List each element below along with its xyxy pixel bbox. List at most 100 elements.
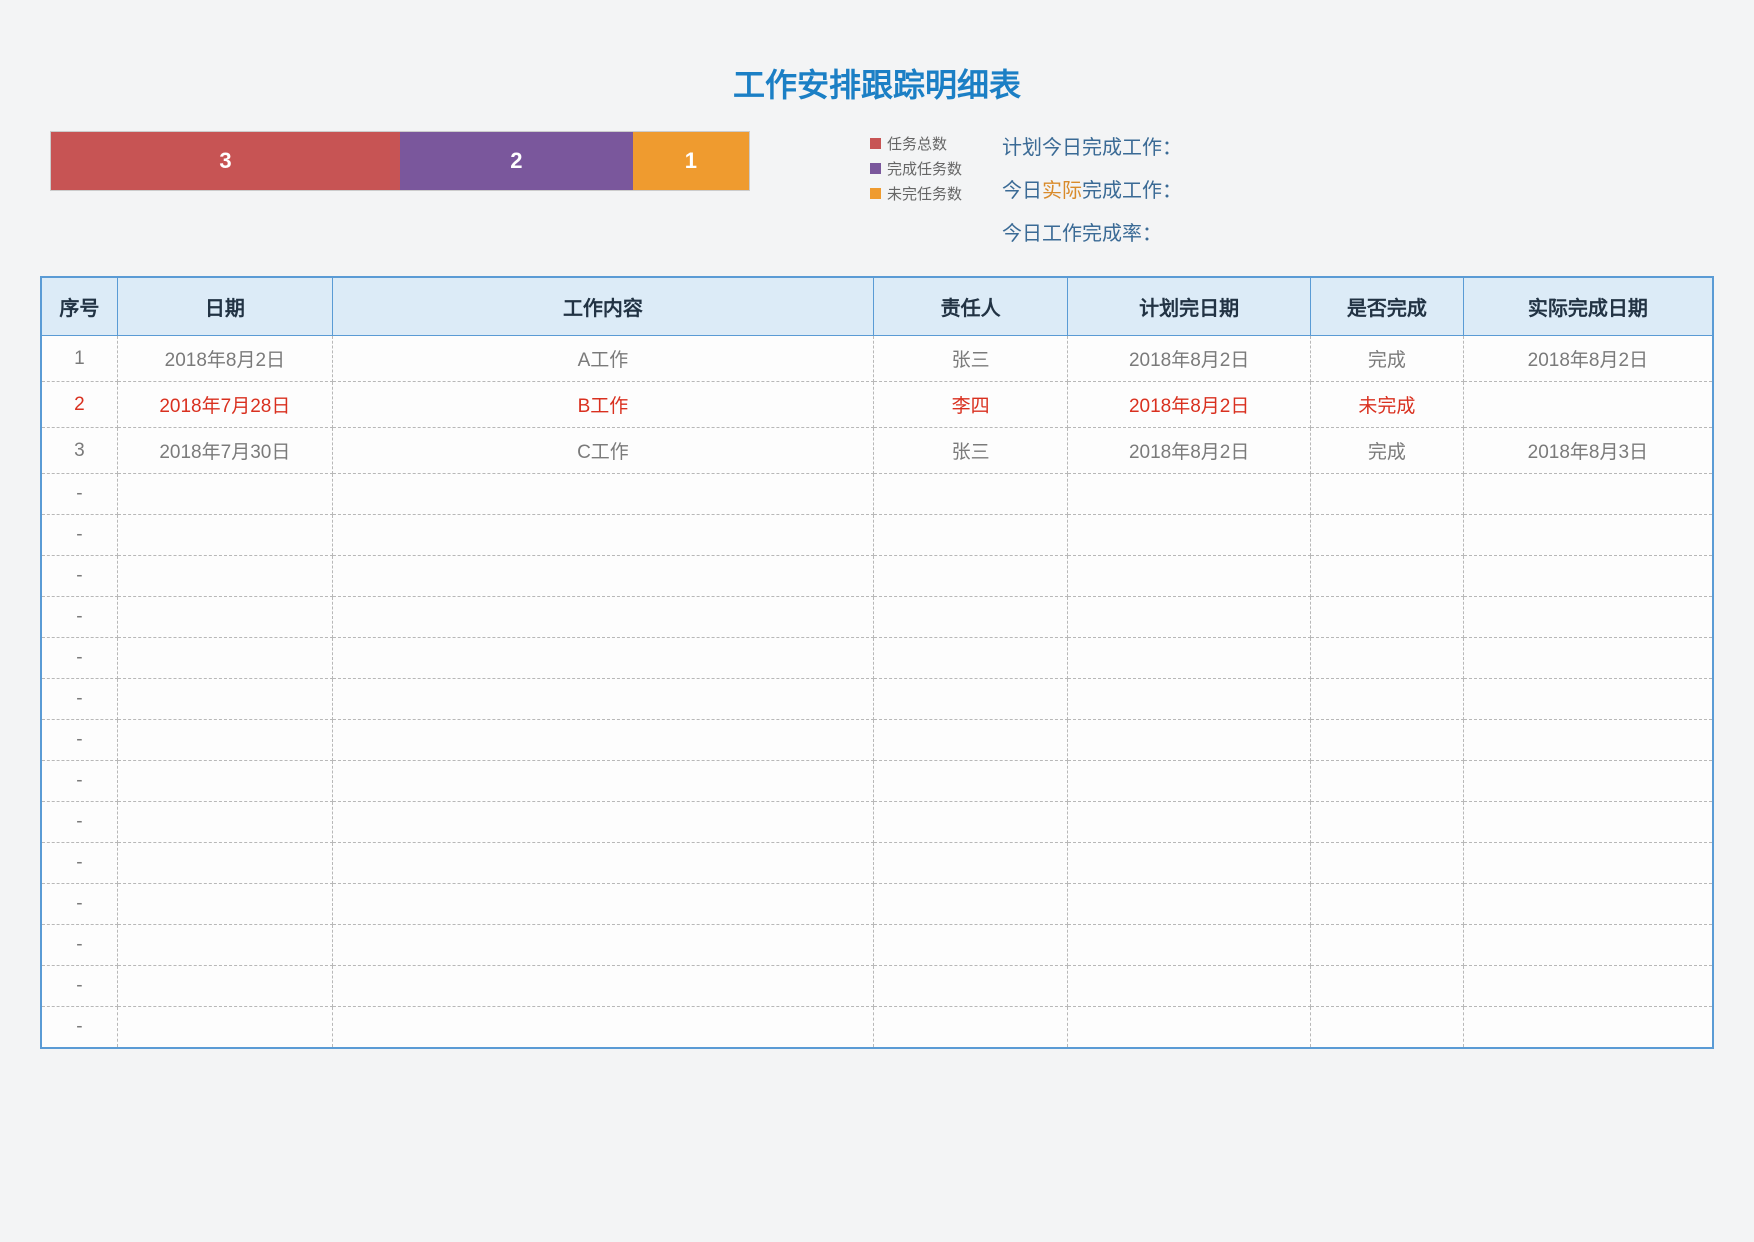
- table-cell: [117, 925, 332, 966]
- table-cell: [1311, 597, 1464, 638]
- table-cell: -: [41, 1007, 117, 1049]
- table-header-cell: 计划完日期: [1068, 277, 1311, 336]
- table-cell: [1311, 1007, 1464, 1049]
- table-cell: [332, 638, 873, 679]
- table-cell: [1311, 761, 1464, 802]
- table-cell: [1311, 556, 1464, 597]
- table-row-empty: -: [41, 1007, 1713, 1049]
- table-cell: [332, 556, 873, 597]
- table-cell: [1463, 638, 1713, 679]
- table-header-cell: 日期: [117, 277, 332, 336]
- page-title: 工作安排跟踪明细表: [40, 60, 1714, 106]
- table-row-empty: -: [41, 966, 1713, 1007]
- table-cell: [1311, 515, 1464, 556]
- table-cell: [1311, 720, 1464, 761]
- table-cell: [332, 884, 873, 925]
- table-cell: [874, 638, 1068, 679]
- table-cell: 未完成: [1311, 382, 1464, 428]
- table-cell: [332, 843, 873, 884]
- table-cell: [332, 1007, 873, 1049]
- table-row: 12018年8月2日A工作张三2018年8月2日完成2018年8月2日: [41, 336, 1713, 382]
- bar-segment: 1: [633, 132, 749, 190]
- table-cell: [117, 474, 332, 515]
- table-cell: 完成: [1311, 336, 1464, 382]
- table-cell: [332, 515, 873, 556]
- table-cell: [1463, 515, 1713, 556]
- table-cell: -: [41, 597, 117, 638]
- table-row-empty: -: [41, 597, 1713, 638]
- table-cell: [1463, 966, 1713, 1007]
- task-table: 序号日期工作内容责任人计划完日期是否完成实际完成日期 12018年8月2日A工作…: [40, 276, 1714, 1049]
- table-cell: [117, 1007, 332, 1049]
- table-header-cell: 是否完成: [1311, 277, 1464, 336]
- table-cell: [332, 597, 873, 638]
- table-cell: [1311, 843, 1464, 884]
- table-row-empty: -: [41, 802, 1713, 843]
- table-cell: [874, 720, 1068, 761]
- table-cell: 张三: [874, 428, 1068, 474]
- table-cell: [117, 843, 332, 884]
- table-cell: [332, 679, 873, 720]
- table-cell: [117, 761, 332, 802]
- table-cell: [1463, 382, 1713, 428]
- table-cell: [874, 679, 1068, 720]
- table-cell: 完成: [1311, 428, 1464, 474]
- legend-label: 完成任务数: [887, 158, 962, 179]
- table-cell: [1068, 925, 1311, 966]
- table-row-empty: -: [41, 638, 1713, 679]
- table-cell: [874, 966, 1068, 1007]
- table-row-empty: -: [41, 925, 1713, 966]
- table-cell: [1068, 679, 1311, 720]
- table-cell: -: [41, 720, 117, 761]
- table-cell: 2018年8月2日: [117, 336, 332, 382]
- table-cell: [1311, 925, 1464, 966]
- table-header-cell: 实际完成日期: [1463, 277, 1713, 336]
- summary-planned: 计划今日完成工作：: [1002, 131, 1182, 160]
- table-cell: -: [41, 556, 117, 597]
- table-cell: 2018年7月30日: [117, 428, 332, 474]
- table-cell: [1068, 843, 1311, 884]
- table-cell: [1311, 802, 1464, 843]
- table-cell: [332, 802, 873, 843]
- table-cell: 2018年8月2日: [1068, 336, 1311, 382]
- table-cell: [874, 1007, 1068, 1049]
- table-cell: -: [41, 884, 117, 925]
- bar-segment: 3: [51, 132, 400, 190]
- table-cell: [1068, 474, 1311, 515]
- table-cell: -: [41, 802, 117, 843]
- table-row-empty: -: [41, 884, 1713, 925]
- table-cell: -: [41, 966, 117, 1007]
- legend-swatch: [870, 163, 881, 174]
- table-cell: [117, 679, 332, 720]
- table-cell: [874, 843, 1068, 884]
- legend-item: 任务总数: [870, 133, 962, 154]
- table-cell: -: [41, 843, 117, 884]
- table-cell: [117, 720, 332, 761]
- table-header-cell: 工作内容: [332, 277, 873, 336]
- table-cell: 1: [41, 336, 117, 382]
- legend-item: 未完任务数: [870, 183, 962, 204]
- table-cell: [874, 556, 1068, 597]
- legend-label: 未完任务数: [887, 183, 962, 204]
- table-cell: [332, 474, 873, 515]
- table-cell: 2018年7月28日: [117, 382, 332, 428]
- table-cell: [1068, 884, 1311, 925]
- table-row-empty: -: [41, 556, 1713, 597]
- table-cell: [117, 556, 332, 597]
- table-cell: 2: [41, 382, 117, 428]
- table-header-row: 序号日期工作内容责任人计划完日期是否完成实际完成日期: [41, 277, 1713, 336]
- table-cell: [1463, 1007, 1713, 1049]
- table-row-empty: -: [41, 720, 1713, 761]
- table-cell: -: [41, 638, 117, 679]
- table-cell: [1311, 966, 1464, 1007]
- table-body: 12018年8月2日A工作张三2018年8月2日完成2018年8月2日22018…: [41, 336, 1713, 1049]
- table-cell: -: [41, 679, 117, 720]
- summary-block: 计划今日完成工作： 今日实际完成工作： 今日工作完成率：: [1002, 131, 1182, 246]
- table-cell: [1311, 474, 1464, 515]
- table-cell: [1068, 761, 1311, 802]
- legend-item: 完成任务数: [870, 158, 962, 179]
- chart-legend: 任务总数完成任务数未完任务数: [870, 131, 962, 204]
- table-cell: A工作: [332, 336, 873, 382]
- table-header-cell: 序号: [41, 277, 117, 336]
- summary-actual-prefix: 今日: [1002, 180, 1042, 202]
